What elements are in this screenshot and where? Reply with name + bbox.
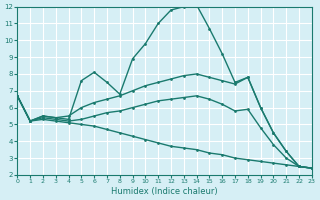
X-axis label: Humidex (Indice chaleur): Humidex (Indice chaleur) [111, 187, 218, 196]
